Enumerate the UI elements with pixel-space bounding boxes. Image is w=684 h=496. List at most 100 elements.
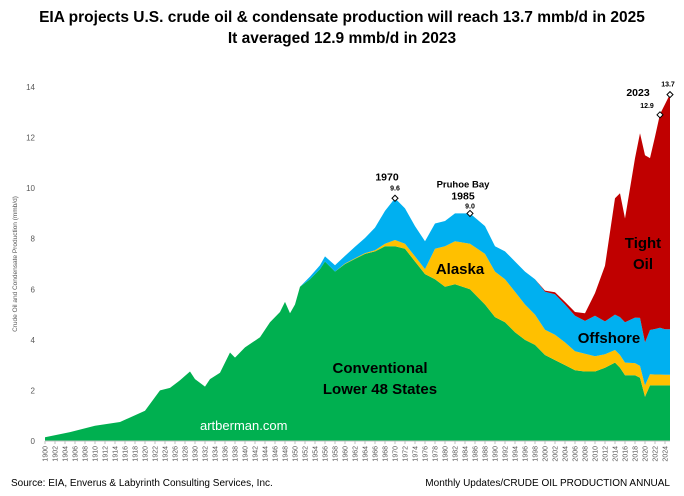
series-label: Oil — [633, 256, 653, 273]
series-label: Conventional — [332, 360, 427, 377]
x-tick-label: 1962 — [353, 446, 360, 462]
x-tick-label: 2000 — [543, 446, 550, 462]
x-tick-label: 1982 — [453, 446, 460, 462]
x-tick-label: 1928 — [183, 446, 190, 462]
x-tick-label: 1948 — [283, 446, 290, 462]
x-tick-label: 1940 — [243, 446, 250, 462]
peak-marker — [666, 90, 674, 99]
y-tick-label: 10 — [26, 184, 35, 193]
x-tick-label: 1922 — [153, 446, 160, 462]
x-tick-label: 1920 — [143, 446, 150, 462]
x-tick-label: 1916 — [123, 446, 130, 462]
y-tick-label: 4 — [31, 336, 36, 345]
x-tick-label: 1900 — [43, 446, 50, 462]
footer-right-note: Monthly Updates/CRUDE OIL PRODUCTION ANN… — [425, 478, 670, 489]
y-tick-label: 0 — [31, 437, 36, 446]
x-tick-label: 1976 — [423, 446, 430, 462]
x-tick-label: 1934 — [213, 446, 220, 462]
area-offshore — [45, 198, 670, 438]
series-label: Tight — [625, 235, 661, 252]
x-tick-label: 1944 — [263, 446, 270, 462]
x-tick-label: 1994 — [513, 446, 520, 462]
area-conventional-lower-48-states — [45, 246, 670, 441]
x-tick-label: 1980 — [443, 446, 450, 462]
x-tick-label: 1960 — [343, 446, 350, 462]
peak-marker — [466, 209, 474, 218]
annotation-value: 12.9 — [640, 103, 654, 110]
x-tick-label: 1998 — [533, 446, 540, 462]
series-label: Alaska — [436, 261, 485, 278]
x-tick-label: 1950 — [293, 446, 300, 462]
x-tick-label: 1926 — [173, 446, 180, 462]
y-axis-label: Crude Oil and Condensate Production (mmb… — [12, 196, 19, 332]
x-tick-label: 1902 — [53, 446, 60, 462]
x-tick-label: 1986 — [473, 446, 480, 462]
x-tick-label: 2016 — [623, 446, 630, 462]
x-tick-label: 1992 — [503, 446, 510, 462]
x-tick-label: 1932 — [203, 446, 210, 462]
x-tick-label: 1904 — [63, 446, 70, 462]
watermark: artberman.com — [200, 418, 287, 433]
x-tick-label: 1954 — [313, 446, 320, 462]
annotation-caption: Pruhoe Bay — [437, 179, 491, 190]
x-tick-label: 1930 — [193, 446, 200, 462]
x-tick-label: 1924 — [163, 446, 170, 462]
x-tick-label: 1956 — [323, 446, 330, 462]
x-tick-label: 1978 — [433, 446, 440, 462]
x-tick-label: 1906 — [73, 446, 80, 462]
x-tick-label: 1912 — [103, 446, 110, 462]
x-tick-label: 1988 — [483, 446, 490, 462]
x-tick-label: 1936 — [223, 446, 230, 462]
y-tick-label: 2 — [31, 386, 36, 395]
x-tick-label: 2010 — [593, 446, 600, 462]
series-label: Lower 48 States — [323, 381, 437, 398]
x-tick-label: 2006 — [573, 446, 580, 462]
annotation-value: 9.0 — [465, 203, 475, 210]
x-tick-label: 1908 — [83, 446, 90, 462]
x-tick-label: 1914 — [113, 446, 120, 462]
x-tick-label: 2002 — [553, 446, 560, 462]
peak-marker — [656, 111, 664, 119]
annotation-value: 9.6 — [390, 185, 400, 192]
x-tick-label: 1938 — [233, 446, 240, 462]
x-tick-label: 1974 — [413, 446, 420, 462]
chart-subtitle: It averaged 12.9 mmb/d in 2023 — [227, 30, 457, 47]
x-tick-label: 1958 — [333, 446, 340, 462]
y-tick-label: 12 — [26, 134, 35, 143]
x-tick-label: 1952 — [303, 446, 310, 462]
x-tick-label: 1964 — [363, 446, 370, 462]
x-tick-label: 2008 — [583, 446, 590, 462]
x-tick-label: 2012 — [603, 446, 610, 462]
x-tick-label: 2020 — [643, 446, 650, 462]
peak-marker — [391, 194, 399, 202]
x-tick-label: 1968 — [383, 446, 390, 462]
x-tick-label: 1946 — [273, 446, 280, 462]
x-tick-label: 2004 — [563, 446, 570, 462]
y-tick-label: 6 — [31, 285, 36, 294]
x-tick-label: 1970 — [393, 446, 400, 462]
x-tick-label: 2022 — [653, 446, 660, 462]
x-tick-label: 1942 — [253, 446, 260, 462]
x-tick-label: 2024 — [663, 446, 670, 462]
annotation-value: 13.7 — [661, 82, 675, 89]
x-tick-label: 1996 — [523, 446, 530, 462]
y-tick-label: 8 — [31, 235, 36, 244]
chart-title: EIA projects U.S. crude oil & condensate… — [39, 9, 645, 26]
annotation-year: 1970 — [375, 171, 399, 183]
source-note: Source: EIA, Enverus & Labyrinth Consult… — [11, 478, 273, 489]
x-tick-label: 1990 — [493, 446, 500, 462]
y-tick-label: 14 — [26, 83, 35, 92]
series-label: Offshore — [578, 330, 641, 347]
x-tick-label: 1966 — [373, 446, 380, 462]
x-tick-label: 2018 — [633, 446, 640, 462]
x-tick-label: 1984 — [463, 446, 470, 462]
x-tick-label: 1910 — [93, 446, 100, 462]
x-tick-label: 2014 — [613, 446, 620, 462]
x-tick-label: 1972 — [403, 446, 410, 462]
annotation-year: 2023 — [626, 87, 650, 99]
x-tick-label: 1918 — [133, 446, 140, 462]
area-alaska — [45, 240, 670, 438]
annotation-year: 1985 — [451, 190, 475, 202]
